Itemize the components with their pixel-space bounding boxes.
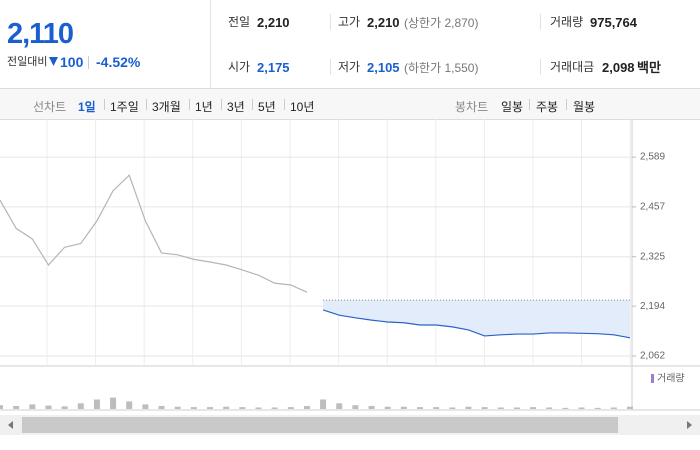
separator <box>566 99 567 110</box>
period-tabs: 선차트 1일 1주일 3개월 1년 3년 5년 10년 봉차트 일봉 주봉 월봉 <box>0 88 700 120</box>
price-chart: 2,589 2,457 2,325 2,194 2,062 거래량 <box>0 119 700 435</box>
volume-bar <box>352 405 359 409</box>
volume-bar <box>513 407 520 409</box>
volume-bar <box>77 403 84 409</box>
stat-unit: 백만 <box>637 60 661 75</box>
current-price: 2,110 <box>7 18 74 50</box>
volume-bar <box>368 405 375 409</box>
tab[interactable]: 5년 <box>258 100 276 114</box>
volume-bar <box>320 399 327 409</box>
legend-label: 거래량 <box>657 373 685 385</box>
volume-bar <box>578 407 585 409</box>
change-rate: -4.52% <box>96 54 141 70</box>
separator <box>284 99 285 110</box>
price-line <box>322 309 631 339</box>
volume-bar <box>530 407 537 409</box>
tab[interactable]: 1일 <box>78 100 96 114</box>
volume-bar <box>29 404 36 409</box>
volume-bar <box>110 397 117 409</box>
legend-swatch <box>651 374 654 383</box>
volume-bar <box>384 406 391 409</box>
volume-bar <box>126 401 133 409</box>
volume-bar <box>400 406 407 409</box>
price-line <box>0 174 308 293</box>
change: 100 <box>60 54 84 70</box>
volume-bar <box>449 407 456 409</box>
tab: 선차트 <box>33 100 67 114</box>
volume-bar <box>239 407 246 409</box>
down-icon <box>49 57 58 66</box>
separator <box>529 99 530 110</box>
volume-bar <box>0 405 3 409</box>
volume-bar <box>255 407 262 409</box>
volume-bar <box>287 407 294 409</box>
volume-bar <box>190 407 197 409</box>
change-label: 전일대비 <box>7 56 48 68</box>
stat-label: 고가 <box>338 15 361 29</box>
tab[interactable]: 3년 <box>227 100 245 114</box>
y-tick-label: 2,325 <box>640 251 665 262</box>
y-tick-label: 2,589 <box>640 152 665 163</box>
tab[interactable]: 일봉 <box>501 100 524 114</box>
y-tick-label: 2,457 <box>640 202 665 213</box>
volume-bar <box>594 407 601 409</box>
stat-label: 전일 <box>228 15 251 29</box>
stat-value: 2,098 <box>602 60 635 75</box>
tab[interactable]: 1년 <box>195 100 213 114</box>
separator <box>146 99 147 110</box>
stat-value: 2,210 <box>367 15 400 30</box>
scroll-right[interactable] <box>687 421 692 429</box>
volume-bar <box>303 405 310 409</box>
tab[interactable]: 3개월 <box>152 100 181 114</box>
stat-value: 2,105 <box>367 60 400 75</box>
volume-bar <box>207 407 213 409</box>
volume-bar <box>562 407 569 409</box>
separator <box>104 99 105 110</box>
y-tick-label: 2,062 <box>640 351 665 362</box>
tab: 봉차트 <box>455 100 489 114</box>
volume-bar <box>13 405 20 409</box>
volume-bar <box>61 406 68 409</box>
volume-bar <box>174 406 181 409</box>
volume-bar <box>610 407 617 409</box>
stat-label: 거래대금 <box>550 60 595 74</box>
stat-note: (상한가 2,870) <box>404 16 479 30</box>
volume-bar <box>546 407 553 409</box>
volume-bar <box>465 406 472 409</box>
volume-bar <box>433 407 440 409</box>
volume-bar <box>336 403 343 409</box>
volume-bar <box>627 406 633 409</box>
stat-value: 2,175 <box>257 60 290 75</box>
stat-label: 거래량 <box>550 15 584 29</box>
tab[interactable]: 10년 <box>290 100 315 114</box>
stat-label: 시가 <box>228 60 251 74</box>
volume-bar <box>223 406 230 409</box>
volume-bar <box>417 407 423 409</box>
volume-bar <box>93 399 100 409</box>
scroll-thumb[interactable] <box>22 417 618 433</box>
separator <box>189 99 190 110</box>
volume-bar <box>142 404 149 409</box>
volume-bar <box>158 405 165 409</box>
scroll-left[interactable] <box>8 421 13 429</box>
stat-value: 2,210 <box>257 15 290 30</box>
separator <box>221 99 222 110</box>
separator <box>252 99 253 110</box>
tab[interactable]: 주봉 <box>536 100 559 114</box>
volume-bar <box>497 407 504 409</box>
area <box>323 300 630 338</box>
stat-note: (하한가 1,550) <box>404 61 479 75</box>
stat-label: 저가 <box>338 60 361 74</box>
tab[interactable]: 월봉 <box>573 100 596 114</box>
stat-value: 975,764 <box>590 15 637 30</box>
volume-bar <box>481 407 488 409</box>
tab[interactable]: 1주일 <box>110 100 139 114</box>
volume-bar <box>271 407 278 409</box>
y-tick-label: 2,194 <box>640 301 665 312</box>
volume-bar <box>45 405 52 409</box>
